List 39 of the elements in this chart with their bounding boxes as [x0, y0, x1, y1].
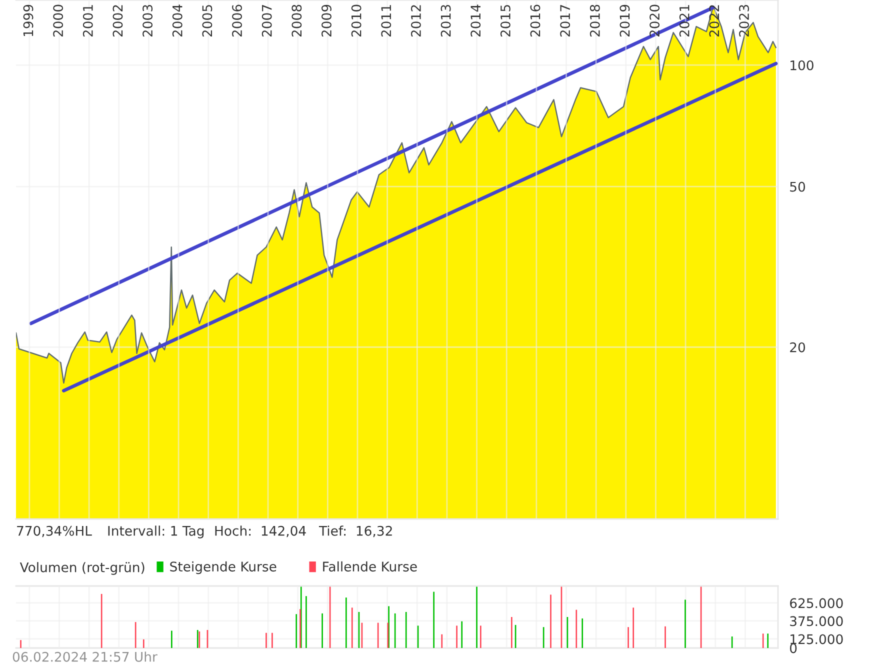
x-tick-label: 2007: [262, 5, 272, 37]
x-tick-label: 2003: [142, 4, 153, 37]
x-tick-label: 2001: [82, 5, 93, 37]
y-tick-label: 125.000: [790, 634, 843, 644]
x-tick-label: 1999: [23, 4, 34, 36]
text: 770,34%HL: [17, 526, 92, 538]
x-tick-label: 2018: [590, 4, 600, 37]
x-tick-label: 2013: [440, 4, 451, 37]
legend-label: Steigende Kurse: [170, 561, 276, 574]
y-tick-label: 50: [790, 182, 806, 192]
chart-title: Volumen (rot-grün): [20, 562, 144, 575]
y-tick-label: 100: [790, 60, 814, 70]
x-tick-label: 2016: [530, 4, 540, 37]
x-tick-label: 2008: [292, 4, 302, 37]
y-tick-label: 375.000: [790, 616, 843, 626]
x-tick-label: 2012: [410, 5, 421, 37]
x-tick-label: 2021: [679, 5, 690, 37]
x-tick-label: 2020: [650, 4, 660, 37]
x-tick-label: 2002: [112, 5, 123, 37]
x-tick-label: 2009: [322, 4, 332, 37]
text: Tief: 16,32: [318, 526, 392, 538]
legend-label: Fallende Kurse: [323, 561, 417, 572]
y-tick-label: 625.000: [790, 598, 843, 608]
x-tick-label: 2000: [53, 4, 64, 37]
x-tick-label: 2004: [172, 4, 182, 37]
x-tick-label: 2011: [381, 5, 392, 37]
x-tick-label: 2014: [470, 4, 481, 37]
x-tick-label: 2010: [351, 4, 362, 37]
x-tick-label: 2019: [620, 4, 630, 37]
x-tick-label: 2005: [202, 5, 212, 37]
x-tick-label: 2006: [232, 4, 242, 37]
text: 06.02.2024 21:57 Uhr: [12, 652, 158, 662]
x-tick-label: 2015: [500, 5, 510, 37]
x-tick-label: 2022: [709, 5, 720, 37]
text: Hoch: 142,04: [215, 526, 306, 538]
x-tick-label: 2017: [560, 5, 570, 37]
x-tick-label: 2023: [739, 4, 750, 37]
y-tick-label: 20: [790, 342, 806, 352]
text: Intervall: 1 Tag: [108, 526, 204, 538]
